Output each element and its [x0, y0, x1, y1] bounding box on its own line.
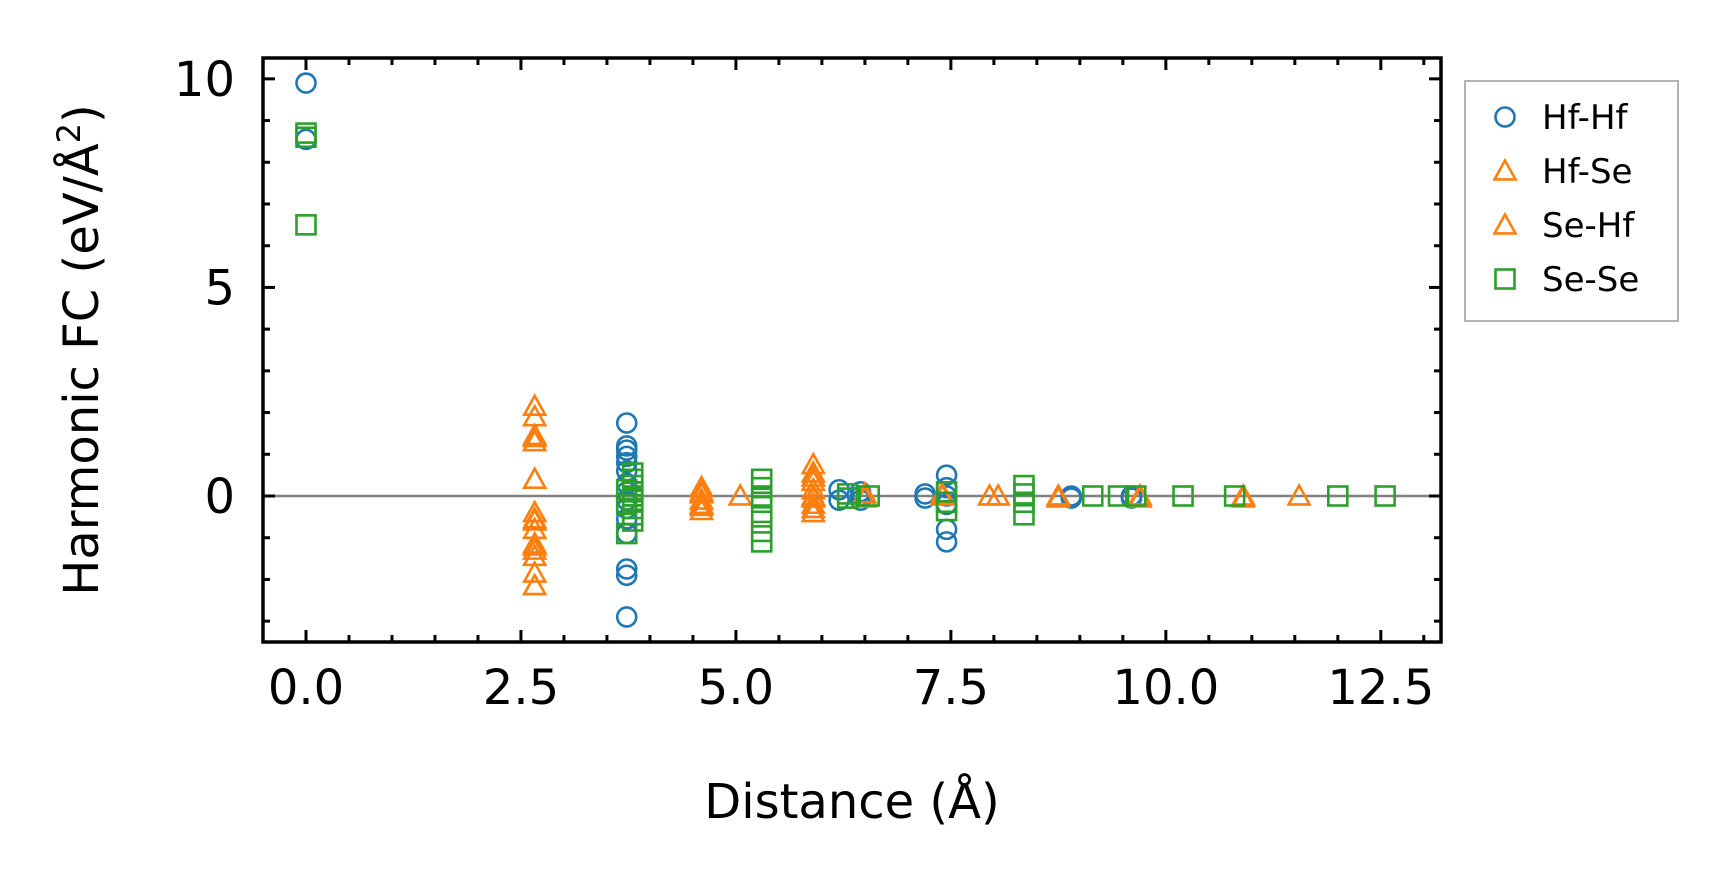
data-point-se-se	[1013, 503, 1035, 526]
data-point-se-hf	[1045, 484, 1072, 508]
legend-marker-se-se	[1494, 268, 1516, 290]
legend-label-hf-hf: Hf-Hf	[1542, 98, 1629, 138]
data-point-se-se	[1172, 485, 1194, 507]
x-tick-label: 7.5	[913, 660, 989, 716]
legend-box	[1464, 80, 1679, 322]
data-point-hf-hf	[295, 72, 317, 94]
data-point-se-se	[1374, 485, 1396, 507]
data-point-hf-se	[522, 537, 548, 560]
data-point-se-se	[1081, 485, 1104, 507]
y-tick-label: 5	[204, 260, 235, 316]
legend: Hf-Hf Hf-Se Se-Hf Se-Se	[1464, 80, 1679, 322]
data-point-hf-se	[522, 428, 548, 452]
data-point-hf-se	[727, 482, 753, 506]
y-axis-title-superscript: 2	[50, 123, 88, 143]
data-point-hf-se	[522, 572, 548, 596]
legend-marker-se-hf	[1492, 211, 1518, 235]
data-point-se-hf	[800, 495, 827, 519]
data-point-hf-hf	[615, 439, 638, 461]
data-point-se-se	[1223, 485, 1246, 507]
data-point-hf-se	[522, 559, 548, 583]
legend-marker-hf-se	[1492, 157, 1518, 181]
data-point-hf-hf	[1060, 487, 1083, 509]
data-point-se-se	[615, 522, 638, 545]
data-point-se-se	[1124, 485, 1147, 507]
data-point-se-se	[1327, 485, 1349, 507]
data-point-se-hf	[688, 478, 715, 502]
data-point-se-se	[1013, 491, 1035, 514]
y-tick-label: 10	[174, 52, 235, 108]
plot-frame	[261, 56, 1443, 644]
series-se-se	[295, 122, 1396, 553]
x-tick-label: 12.5	[1327, 660, 1434, 716]
x-axis-title: Distance (Å)	[704, 773, 999, 830]
data-point-se-hf	[688, 491, 715, 515]
data-point-se-hf	[522, 532, 548, 556]
data-point-se-se	[295, 214, 317, 236]
data-point-hf-se	[688, 497, 715, 521]
legend-label-se-se: Se-Se	[1542, 260, 1639, 300]
data-point-se-hf	[522, 507, 548, 531]
x-tick-label: 10.0	[1112, 660, 1219, 716]
data-point-hf-hf	[615, 445, 638, 468]
data-point-se-se	[615, 493, 638, 516]
data-point-se-se	[621, 510, 644, 532]
data-point-se-se	[750, 531, 773, 553]
data-point-hf-se	[522, 466, 548, 490]
y-axis-title: Harmonic FC (eV/Å2)	[50, 104, 110, 596]
data-point-se-hf	[522, 424, 548, 448]
data-point-se-se	[935, 499, 958, 522]
x-tick-label: 0.0	[268, 660, 344, 716]
x-tick-label: 5.0	[698, 660, 774, 716]
data-point-hf-se	[800, 499, 827, 523]
legend-marker-hf-hf	[1494, 106, 1516, 128]
data-point-hf-hf	[615, 606, 638, 628]
y-axis-title-main: Harmonic FC (eV/Å	[53, 143, 110, 596]
data-points	[295, 72, 1396, 628]
data-point-se-se	[295, 126, 317, 149]
data-point-hf-se	[985, 482, 1011, 506]
data-point-hf-hf	[615, 522, 638, 545]
data-point-se-se	[1107, 485, 1130, 507]
y-tick-label: 0	[204, 469, 235, 525]
data-point-se-se	[858, 485, 880, 507]
data-point-se-hf	[800, 482, 827, 506]
data-point-se-se	[750, 506, 773, 528]
data-point-se-se	[750, 491, 773, 514]
data-point-hf-se	[522, 393, 548, 417]
legend-label-hf-se: Hf-Se	[1542, 152, 1632, 192]
data-point-hf-hf	[615, 564, 638, 587]
x-tick-label: 2.5	[483, 660, 559, 716]
data-point-hf-se	[1286, 482, 1312, 506]
data-point-hf-hf	[615, 558, 638, 580]
series-hf-hf	[295, 72, 1143, 628]
data-point-hf-hf	[615, 412, 638, 434]
data-point-hf-hf	[935, 464, 958, 486]
data-point-se-se	[836, 487, 859, 509]
axis-ticks: 0.0 2.5 5.0 7.5 10.0 12.5 0 5 10	[174, 52, 1441, 716]
data-point-se-se	[615, 478, 638, 501]
legend-label-se-hf: Se-Hf	[1542, 206, 1635, 246]
data-point-hf-hf	[935, 531, 958, 553]
y-axis-title-close: )	[54, 104, 110, 123]
